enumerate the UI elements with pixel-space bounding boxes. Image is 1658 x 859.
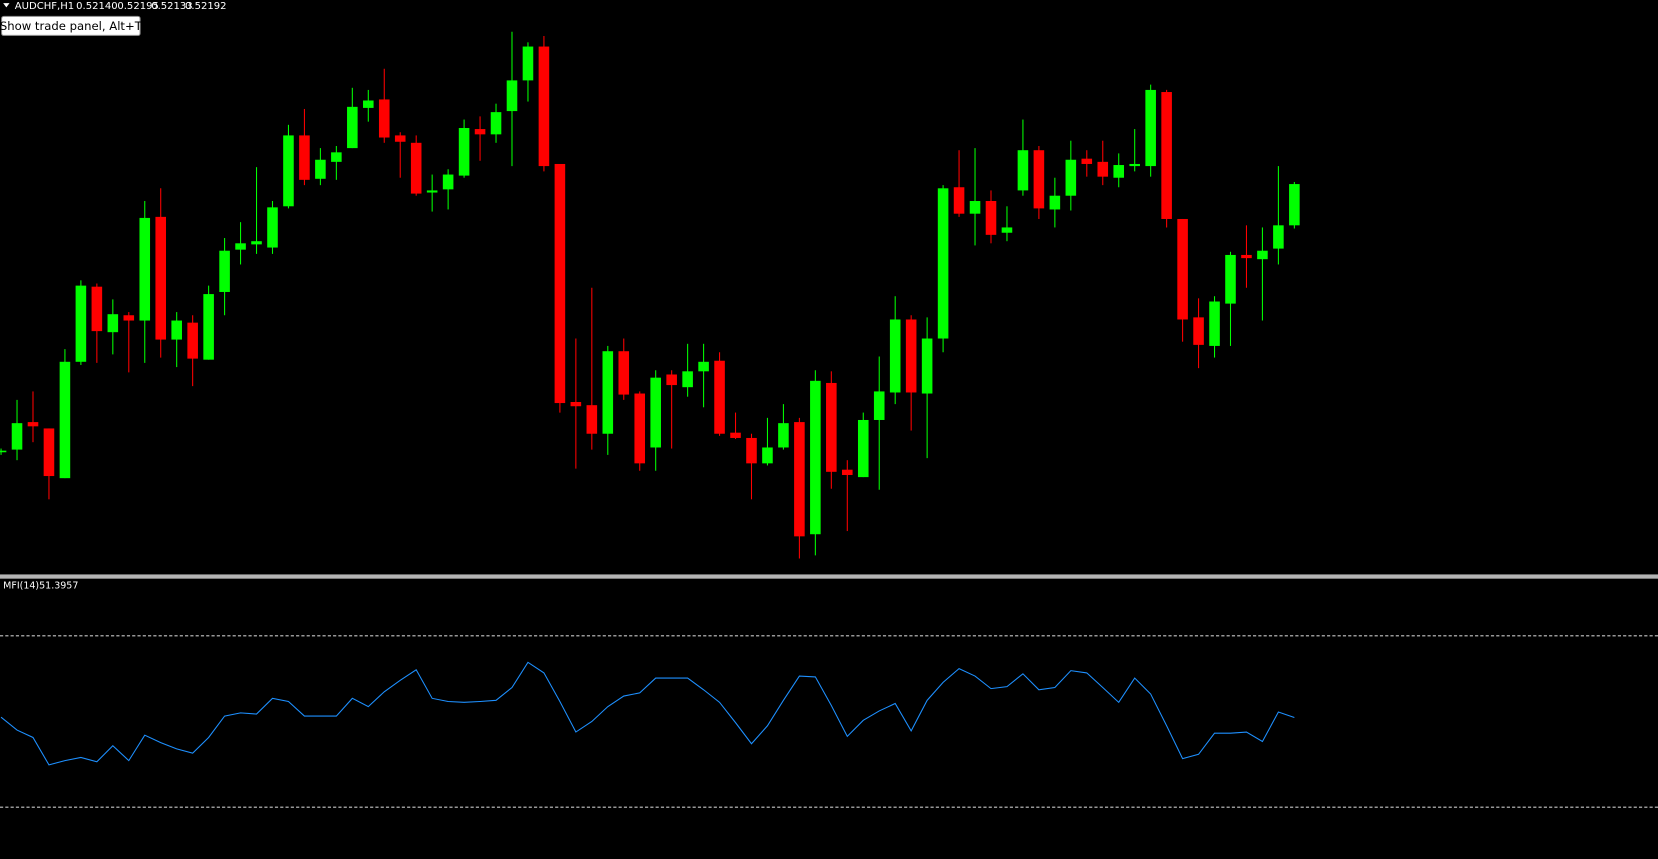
panel-separator xyxy=(0,574,1658,579)
candle-body xyxy=(363,100,374,108)
candle-body xyxy=(426,190,438,193)
candle-body xyxy=(1065,159,1077,196)
candle-body xyxy=(1193,317,1204,345)
candle-body xyxy=(331,152,342,162)
candle-body xyxy=(873,391,885,420)
indicator-name: MFI(14) xyxy=(3,581,39,592)
candle-body xyxy=(921,338,933,394)
candle-body xyxy=(889,319,901,393)
candle-body xyxy=(139,217,151,321)
candle-body xyxy=(506,80,518,112)
candle-body xyxy=(1161,92,1172,219)
candle-body xyxy=(155,216,167,340)
quote-low: 0.52133 xyxy=(151,1,192,12)
candle-body xyxy=(1289,184,1300,226)
candle-body xyxy=(1097,161,1109,177)
candle-body xyxy=(283,135,294,207)
candle-body xyxy=(1241,254,1252,259)
candle-body xyxy=(778,423,789,448)
candle-body xyxy=(203,294,214,360)
candle-body xyxy=(762,447,773,464)
candle-body xyxy=(1017,150,1029,191)
candle-body xyxy=(969,200,981,214)
candle-body xyxy=(618,351,630,395)
candle-body xyxy=(826,382,837,472)
candle-body xyxy=(634,393,646,464)
quote-close: 0.52192 xyxy=(185,1,226,12)
candle-body xyxy=(1049,195,1061,210)
candle-body xyxy=(251,241,262,245)
candle-body xyxy=(1273,225,1284,249)
candle-body xyxy=(235,243,246,250)
candle-body xyxy=(953,187,965,214)
candle-body xyxy=(315,159,326,179)
candle-body xyxy=(219,250,230,292)
candle-body xyxy=(91,286,103,332)
candle-body xyxy=(474,129,486,135)
quote-open: 0.52140 xyxy=(76,1,117,12)
candle-body xyxy=(75,285,87,362)
candle-body xyxy=(1001,227,1013,233)
candle-body xyxy=(570,401,582,407)
menu-arrow[interactable] xyxy=(3,3,10,8)
candle-body xyxy=(730,432,741,438)
candle-body xyxy=(107,314,119,333)
candle-body xyxy=(746,437,757,464)
candle-body xyxy=(698,361,709,372)
candle-body xyxy=(123,315,135,321)
candle-body xyxy=(187,322,198,359)
candle-body xyxy=(1209,301,1220,346)
candle-body xyxy=(937,188,949,339)
candle-body xyxy=(267,207,278,248)
candle-body xyxy=(985,200,997,235)
candle-body xyxy=(650,377,661,448)
candle-body xyxy=(810,380,821,535)
candle-body xyxy=(666,374,677,386)
candle-body xyxy=(554,163,566,404)
candle-body xyxy=(1177,218,1188,320)
candle-body xyxy=(602,351,614,434)
candle-body xyxy=(1113,165,1125,178)
candle-body xyxy=(0,450,7,453)
candle-body xyxy=(27,422,39,427)
indicator-value: 51.3957 xyxy=(39,581,78,592)
candle-body xyxy=(442,174,454,190)
candle-body xyxy=(490,112,502,135)
candle-body xyxy=(1129,163,1140,167)
candle-body xyxy=(43,428,55,477)
candle-body xyxy=(171,320,182,340)
candle-body xyxy=(682,371,693,388)
candle-body xyxy=(410,142,422,194)
candle-body xyxy=(522,46,534,81)
candle-body xyxy=(11,423,23,450)
candle-body xyxy=(458,128,470,176)
candle-body xyxy=(538,46,550,167)
candle-body xyxy=(794,422,805,537)
mfi-line xyxy=(0,661,1295,766)
candle-body xyxy=(378,99,390,138)
symbol: AUDCHF,H1 xyxy=(15,1,74,12)
candle-body xyxy=(1257,250,1268,260)
candle-body xyxy=(714,360,725,434)
candle-body xyxy=(1145,89,1156,167)
candle-body xyxy=(1033,150,1045,209)
candle-body xyxy=(1225,254,1236,304)
candle-body xyxy=(59,361,71,479)
quote-high: 0.52195 xyxy=(117,1,158,12)
trade-panel-button[interactable] xyxy=(1,15,141,36)
candle-body xyxy=(842,469,853,475)
trade-panel-button-label: Show trade panel, Alt+T xyxy=(0,19,143,33)
candle-body xyxy=(394,135,406,142)
candle-body xyxy=(586,405,598,434)
candle-body xyxy=(299,135,310,180)
candle-body xyxy=(905,319,917,393)
candle-body xyxy=(857,419,869,478)
candle-body xyxy=(347,106,358,149)
candle-body xyxy=(1081,158,1093,164)
